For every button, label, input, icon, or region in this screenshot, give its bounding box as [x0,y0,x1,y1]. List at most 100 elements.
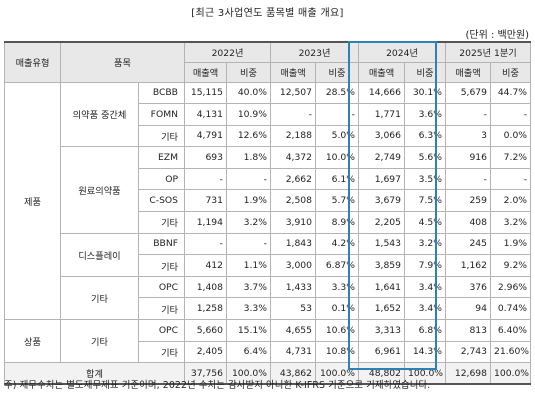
value-cell: 2,749 [358,146,405,169]
value-cell: - [445,103,491,126]
unit-label: (단위 : 백만원) [465,30,529,41]
subgroup-display: 디스플레이 [60,232,139,277]
item-cell: OP [138,167,185,191]
value-cell: 6.40% [489,319,532,342]
value-cell: 3,313 [358,319,405,342]
total-row: 합계 37,756 100.0% 43,862 100.0% 48,802 100.0… [4,362,532,385]
table-caption: [최근 3사업연도 품목별 매출 개요] [191,8,344,19]
value-cell: 1,652 [358,297,405,321]
table-body: 제품 의약품 중간체 BCBB 15,115 40.0% 12,507 28.5% … [4,81,532,385]
subgroup-other: 기타 [60,319,139,364]
header-ratio: 비중 [315,61,359,83]
header-ratio: 비중 [226,61,271,83]
subgroup-other: 기타 [60,275,139,321]
item-cell: 기타 [138,254,185,277]
value-cell: 4,372 [270,146,316,169]
value-cell: 0.74% [489,297,532,321]
item-cell: 기타 [138,211,185,234]
value-cell: 3.5% [404,167,446,191]
value-cell: 4,731 [270,340,316,364]
value-cell: 731 [184,189,227,213]
value-cell: 1,543 [358,232,405,256]
header-year-2022: 2022년 [184,41,271,63]
value-cell: 2,743 [445,340,491,364]
value-cell: 8.9% [315,211,359,234]
value-cell: 5,679 [445,81,491,105]
value-cell: - [184,167,227,191]
value-cell: 3,066 [358,124,405,148]
value-cell: 53 [270,297,316,321]
value-cell: 916 [445,146,491,169]
header-year-2024: 2024년 [358,41,446,63]
value-cell: 1.8% [226,146,271,169]
value-cell: 21.60% [489,340,532,364]
sales-table-wrapper: 매출유형 품목 2022년 2023년 2024년 2025년 1분기 매출액 … [4,41,532,386]
value-cell: 2.0% [489,189,532,213]
header-year-2023: 2023년 [270,41,359,63]
value-cell: 7.5% [404,189,446,213]
value-cell: 7.2% [489,146,532,169]
value-cell: 0.1% [315,297,359,321]
value-cell: 259 [445,189,491,213]
value-cell: 9.2% [489,254,532,277]
value-cell: 1,162 [445,254,491,277]
value-cell: 1,641 [358,275,405,299]
value-cell: 3,679 [358,189,405,213]
value-cell: 5.6% [404,146,446,169]
value-cell: 14,666 [358,81,405,105]
value-cell: 30.1% [404,81,446,105]
header-sales: 매출액 [445,61,491,83]
header-year-2025q1: 2025년 1분기 [444,41,532,63]
value-cell: 2,508 [270,189,316,213]
total-value: 12,698 [445,362,491,385]
value-cell: 3,000 [270,254,316,277]
value-cell: 1.9% [226,189,271,213]
value-cell: 408 [445,211,491,234]
value-cell: 6,961 [358,340,405,364]
value-cell: 1,697 [358,167,405,191]
value-cell: - [489,167,532,191]
table-row: 디스플레이 BBNF -- 1,843 4.2% 1,543 3.2% 245 1.9… [5,232,532,277]
value-cell: 6.1% [315,167,359,191]
subgroup-pharma-intermediate: 의약품 중간체 [60,81,139,148]
value-cell: 3 [445,124,491,148]
value-cell: 4,655 [270,319,316,342]
value-cell: 1,258 [184,297,227,321]
value-cell: - [184,232,227,256]
value-cell: 40.0% [226,81,271,105]
value-cell: 3,859 [358,254,405,277]
value-cell: 1,843 [270,232,316,256]
value-cell: 2,405 [184,340,227,364]
value-cell: 1,408 [184,275,227,299]
value-cell: 6.4% [226,340,271,364]
value-cell: 7.9% [404,254,446,277]
value-cell: 5.7% [315,189,359,213]
table-row: 기타 4,791 12.6% 2,188 5.0% 3,066 6.3% 3 0.0% [5,124,532,148]
table-row: OP -- 2,662 6.1% 1,697 3.5% -- [5,167,532,191]
value-cell: 12,507 [270,81,316,105]
item-cell: OPC [138,275,185,299]
value-cell: 3.2% [226,211,271,234]
value-cell: 376 [445,275,491,299]
group-product: 제품 [4,81,61,321]
value-cell: 10.9% [226,103,271,126]
value-cell: 10.0% [315,146,359,169]
total-value: 100.0% [489,362,532,385]
table-row: 상품 기타 OPC 5,660 15.1% 4,655 10.6% 3,313 6.8… [4,319,532,364]
header-item: 품목 [60,41,185,83]
value-cell: 10.8% [315,340,359,364]
value-cell: 3.4% [404,297,446,321]
item-cell: OPC [138,319,185,342]
value-cell: 2.96% [489,275,532,299]
value-cell: 2,205 [358,211,405,234]
value-cell: 3.7% [226,275,271,299]
sales-by-item-table: 매출유형 품목 2022년 2023년 2024년 2025년 1분기 매출액 … [4,41,532,386]
value-cell: 3.2% [404,232,446,256]
value-cell: 3.4% [404,275,446,299]
value-cell: 412 [184,254,227,277]
total-value: 43,862 [270,362,316,385]
table-row: 제품 의약품 중간체 BCBB 15,115 40.0% 12,507 28.5% … [4,81,532,321]
value-cell: 2,188 [270,124,316,148]
item-cell: C-SOS [138,189,185,213]
table-row: 기타 2,405 6.4% 4,731 10.8% 6,961 14.3% 2,743… [5,340,532,364]
